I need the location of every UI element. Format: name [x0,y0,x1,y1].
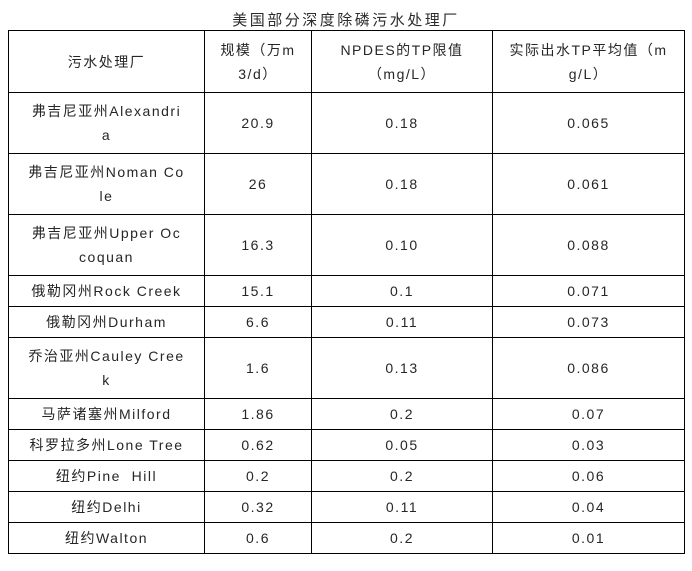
limit-cell: 0.05 [311,429,493,461]
plant-cell: 弗吉尼亚州Alexandri a [8,92,205,154]
actual-cell: 0.071 [492,275,685,307]
actual-cell: 0.07 [492,398,685,430]
actual-cell: 0.03 [492,429,685,461]
limit-cell: 0.13 [311,337,493,399]
actual-cell: 0.06 [492,460,685,492]
actual-cell: 0.073 [492,306,685,338]
column-header-plant: 污水处理厂 [8,30,205,93]
actual-cell: 0.065 [492,92,685,154]
column-header-npdes-limit: NPDES的TP限值 （mg/L） [311,30,493,93]
table-row: 弗吉尼亚州Upper Oc coquan 16.3 0.10 0.088 [8,214,685,276]
scale-cell: 1.6 [204,337,312,399]
plant-cell: 纽约Walton [8,522,205,554]
actual-cell: 0.088 [492,214,685,276]
scale-cell: 0.32 [204,491,312,523]
scale-cell: 0.62 [204,429,312,461]
scale-cell: 1.86 [204,398,312,430]
table-row: 纽约Walton 0.6 0.2 0.01 [8,522,685,554]
header-row: 污水处理厂 规模（万m 3/d） NPDES的TP限值 （mg/L） 实际出水T… [8,30,685,93]
actual-cell: 0.01 [492,522,685,554]
table-row: 科罗拉多州Lone Tree 0.62 0.05 0.03 [8,429,685,461]
limit-cell: 0.2 [311,460,493,492]
plant-cell: 俄勒冈州Durham [8,306,205,338]
table-title: 美国部分深度除磷污水处理厂 [232,12,460,29]
table-row: 弗吉尼亚州Noman Co le 26 0.18 0.061 [8,153,685,215]
actual-cell: 0.086 [492,337,685,399]
scale-cell: 15.1 [204,275,312,307]
plant-cell: 科罗拉多州Lone Tree [8,429,205,461]
table-row: 乔治亚州Cauley Cree k 1.6 0.13 0.086 [8,337,685,399]
limit-cell: 0.1 [311,275,493,307]
limit-cell: 0.2 [311,522,493,554]
plant-cell: 弗吉尼亚州Upper Oc coquan [8,214,205,276]
table-row: 俄勒冈州Rock Creek 15.1 0.1 0.071 [8,275,685,307]
plant-cell: 纽约Delhi [8,491,205,523]
table-row: 纽约Pine Hill 0.2 0.2 0.06 [8,460,685,492]
plant-cell: 俄勒冈州Rock Creek [8,275,205,307]
limit-cell: 0.11 [311,491,493,523]
column-header-actual-tp: 实际出水TP平均值（m g/L） [492,30,685,93]
table-row: 弗吉尼亚州Alexandri a 20.9 0.18 0.065 [8,92,685,154]
scale-cell: 16.3 [204,214,312,276]
data-table: 污水处理厂 规模（万m 3/d） NPDES的TP限值 （mg/L） 实际出水T… [8,30,685,554]
scale-cell: 0.2 [204,460,312,492]
plant-cell: 纽约Pine Hill [8,460,205,492]
column-header-scale: 规模（万m 3/d） [204,30,312,93]
plant-cell: 乔治亚州Cauley Cree k [8,337,205,399]
scale-cell: 26 [204,153,312,215]
plant-cell: 马萨诸塞州Milford [8,398,205,430]
limit-cell: 0.18 [311,92,493,154]
actual-cell: 0.04 [492,491,685,523]
limit-cell: 0.2 [311,398,493,430]
actual-cell: 0.061 [492,153,685,215]
scale-cell: 20.9 [204,92,312,154]
limit-cell: 0.11 [311,306,493,338]
table-row: 马萨诸塞州Milford 1.86 0.2 0.07 [8,398,685,430]
scale-cell: 6.6 [204,306,312,338]
table-row: 纽约Delhi 0.32 0.11 0.04 [8,491,685,523]
plant-cell: 弗吉尼亚州Noman Co le [8,153,205,215]
scale-cell: 0.6 [204,522,312,554]
limit-cell: 0.10 [311,214,493,276]
table-row: 俄勒冈州Durham 6.6 0.11 0.073 [8,306,685,338]
limit-cell: 0.18 [311,153,493,215]
